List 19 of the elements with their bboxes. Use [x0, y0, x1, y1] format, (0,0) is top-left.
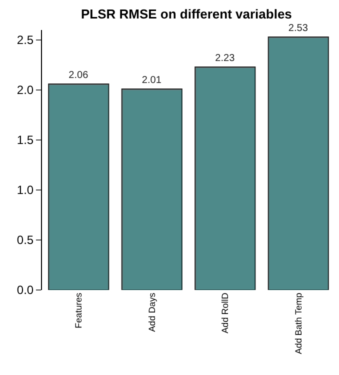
data-label: 2.06 — [68, 70, 89, 81]
y-tick-label: 1.5 — [16, 133, 34, 148]
bar — [121, 88, 182, 290]
x-tick-label: Add Bath Temp — [293, 292, 304, 354]
x-tick-label: Add Days — [146, 292, 157, 332]
chart-title: PLSR RMSE on different variables — [80, 6, 292, 22]
bar — [268, 36, 329, 290]
y-tick-label: 2.0 — [16, 83, 34, 98]
bar — [48, 84, 110, 290]
bar — [194, 66, 256, 290]
data-label: 2.01 — [142, 75, 162, 86]
y-tick-label: 0.0 — [16, 283, 34, 298]
data-label: 2.53 — [288, 23, 308, 34]
y-tick-label: 2.5 — [16, 33, 34, 48]
y-tick-label: 1.0 — [16, 183, 34, 198]
data-label: 2.23 — [215, 53, 236, 64]
x-tick-label: Features — [74, 292, 84, 328]
x-tick-label: Add RollD — [220, 292, 230, 334]
y-tick-label: 0.5 — [16, 233, 34, 248]
